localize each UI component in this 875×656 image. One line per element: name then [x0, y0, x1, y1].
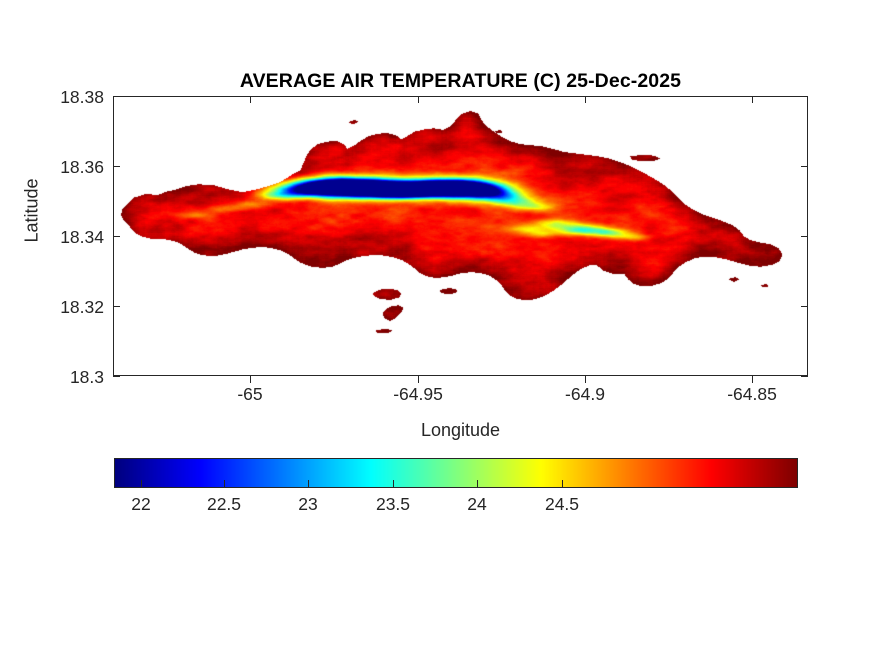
x-tick-label: -64.85 — [727, 384, 777, 404]
y-tick-label: 18.3 — [69, 367, 104, 387]
x-tick-mark — [250, 376, 251, 383]
x-tick-mark-top — [585, 96, 586, 103]
x-tick-mark — [752, 376, 753, 383]
y-tick-mark-right — [801, 306, 808, 307]
x-axis-title: Longitude — [420, 420, 501, 440]
y-tick-mark — [113, 236, 120, 237]
y-tick-mark-right — [801, 376, 808, 377]
colorbar[interactable] — [114, 458, 798, 488]
y-tick-mark-right — [801, 166, 808, 167]
x-tick-label: -64.95 — [393, 384, 443, 404]
colorbar-tick-label: 22.5 — [206, 494, 242, 514]
colorbar-tick-mark — [562, 480, 563, 488]
y-tick-mark — [113, 376, 120, 377]
x-tick-mark-top — [250, 96, 251, 103]
x-tick-mark-top — [418, 96, 419, 103]
x-tick-mark-top — [752, 96, 753, 103]
colorbar-tick-label: 23.5 — [375, 494, 411, 514]
colorbar-tick-mark — [141, 480, 142, 488]
x-tick-mark — [418, 376, 419, 383]
colorbar-gradient — [114, 458, 798, 488]
x-tick-mark — [585, 376, 586, 383]
colorbar-tick-mark — [393, 480, 394, 488]
y-tick-label: 18.32 — [60, 297, 104, 317]
colorbar-tick-label: 23 — [298, 494, 318, 514]
y-tick-label: 18.38 — [60, 87, 104, 107]
y-tick-label: 18.34 — [60, 227, 104, 247]
colorbar-tick-mark — [308, 480, 309, 488]
colorbar-tick-label: 22 — [131, 494, 151, 514]
y-axis-title: Latitude — [21, 178, 42, 243]
colorbar-tick-mark — [477, 480, 478, 488]
x-tick-label: -64.9 — [565, 384, 605, 404]
y-tick-mark — [113, 96, 120, 97]
map-axes[interactable] — [113, 96, 808, 376]
x-tick-label: -65 — [237, 384, 263, 404]
y-tick-mark-right — [801, 236, 808, 237]
temperature-heatmap-raster — [114, 97, 807, 375]
colorbar-tick-label: 24.5 — [544, 494, 580, 514]
y-tick-mark — [113, 166, 120, 167]
y-tick-label: 18.36 — [60, 157, 104, 177]
y-tick-mark-right — [801, 96, 808, 97]
page-title: AVERAGE AIR TEMPERATURE (C) 25-Dec-2025 — [239, 70, 682, 92]
colorbar-tick-mark — [224, 480, 225, 488]
colorbar-tick-label: 24 — [467, 494, 487, 514]
y-tick-mark — [113, 306, 120, 307]
